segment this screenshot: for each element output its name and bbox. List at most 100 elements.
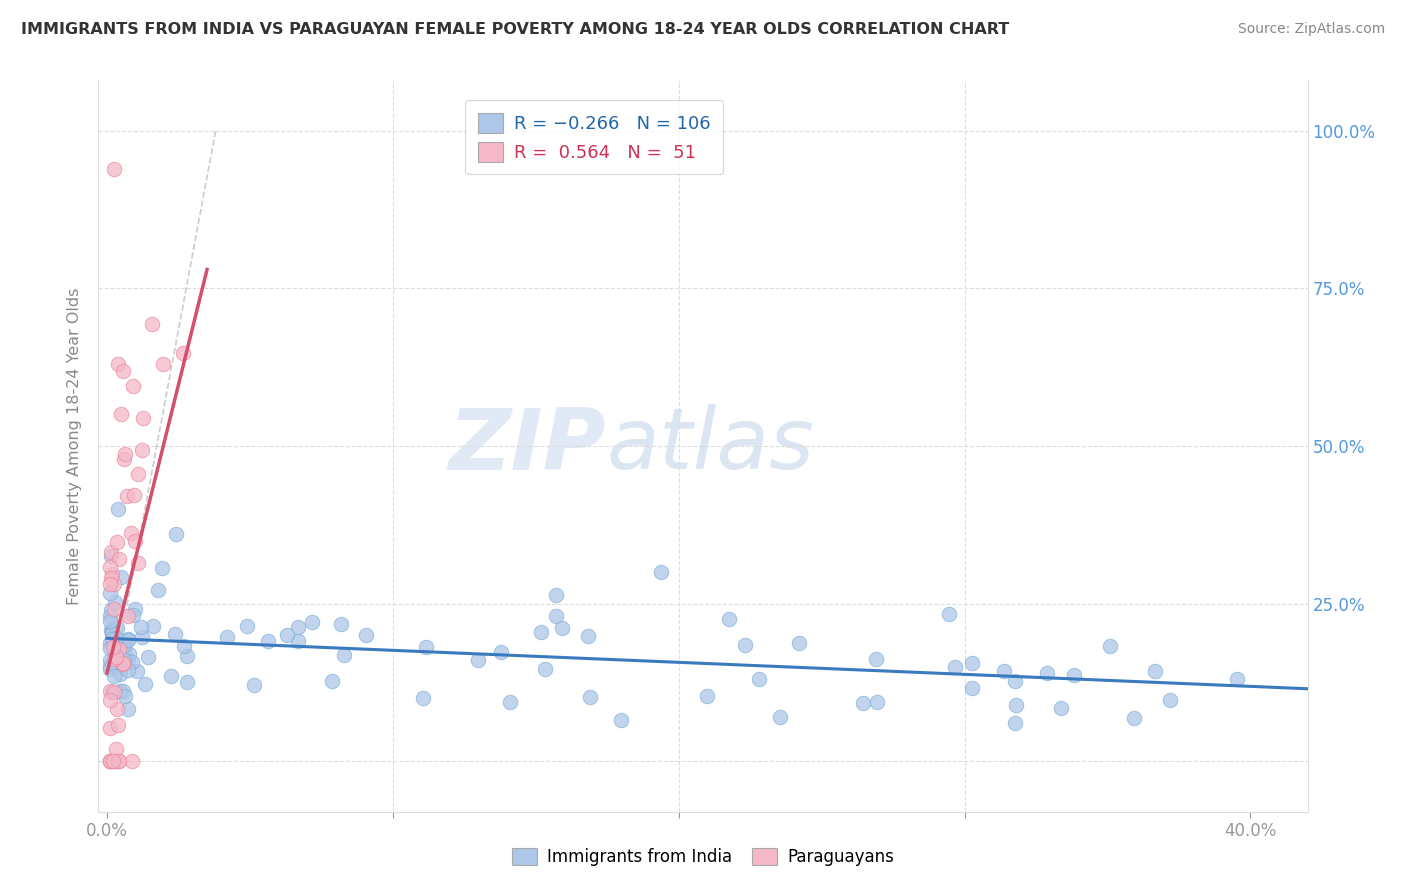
- Point: [960, 656, 983, 670]
- Point: [100, 544, 122, 558]
- Point: [236, 619, 259, 633]
- Point: [131, 630, 153, 644]
- Point: [98, 754, 121, 768]
- Point: [172, 346, 194, 360]
- Point: [98, 653, 121, 667]
- Point: [112, 451, 135, 466]
- Point: [98, 635, 121, 649]
- Point: [117, 653, 139, 667]
- Point: [1005, 698, 1028, 713]
- Point: [696, 690, 718, 704]
- Point: [101, 754, 124, 768]
- Point: [1159, 692, 1181, 706]
- Point: [117, 663, 139, 677]
- Point: [579, 690, 602, 704]
- Point: [121, 655, 143, 669]
- Point: [112, 653, 135, 667]
- Point: [134, 676, 156, 690]
- Point: [100, 625, 122, 640]
- Point: [107, 754, 129, 768]
- Point: [117, 648, 139, 662]
- Point: [100, 571, 122, 585]
- Point: [787, 636, 810, 650]
- Point: [101, 625, 124, 640]
- Point: [127, 556, 149, 570]
- Point: [412, 691, 434, 706]
- Point: [865, 651, 887, 665]
- Point: [104, 634, 127, 648]
- Point: [1049, 701, 1071, 715]
- Point: [107, 357, 129, 371]
- Point: [242, 678, 264, 692]
- Point: [124, 487, 146, 501]
- Point: [176, 649, 198, 664]
- Point: [152, 357, 174, 371]
- Point: [105, 650, 128, 665]
- Point: [748, 673, 770, 687]
- Point: [103, 602, 125, 616]
- Point: [718, 611, 741, 625]
- Point: [993, 665, 1015, 679]
- Point: [142, 618, 165, 632]
- Point: [276, 628, 298, 642]
- Point: [467, 653, 489, 667]
- Point: [105, 534, 128, 549]
- Point: [114, 447, 136, 461]
- Point: [103, 161, 125, 176]
- Point: [1004, 674, 1026, 689]
- Point: [415, 640, 437, 655]
- Point: [115, 490, 138, 504]
- Point: [103, 684, 125, 698]
- Point: [734, 638, 756, 652]
- Point: [100, 624, 122, 639]
- Point: [866, 695, 889, 709]
- Point: [103, 652, 125, 666]
- Point: [101, 567, 124, 582]
- Point: [117, 632, 139, 646]
- Point: [100, 662, 122, 676]
- Point: [103, 754, 125, 768]
- Point: [103, 577, 125, 591]
- Point: [1004, 715, 1026, 730]
- Point: [107, 551, 129, 566]
- Point: [610, 713, 633, 727]
- Point: [124, 534, 146, 549]
- Point: [122, 379, 145, 393]
- Point: [110, 408, 132, 422]
- Point: [104, 640, 127, 655]
- Point: [104, 649, 127, 664]
- Point: [530, 625, 553, 640]
- Point: [129, 619, 152, 633]
- Point: [100, 624, 122, 638]
- Text: Source: ZipAtlas.com: Source: ZipAtlas.com: [1237, 22, 1385, 37]
- Point: [104, 754, 127, 768]
- Point: [499, 695, 522, 709]
- Point: [98, 684, 121, 698]
- Point: [1036, 665, 1059, 680]
- Point: [98, 641, 121, 656]
- Point: [98, 614, 121, 628]
- Point: [287, 634, 309, 648]
- Point: [163, 627, 186, 641]
- Point: [215, 630, 238, 644]
- Point: [111, 364, 134, 378]
- Point: [100, 632, 122, 647]
- Point: [333, 648, 356, 662]
- Point: [1098, 639, 1121, 653]
- Point: [101, 685, 124, 699]
- Point: [578, 629, 600, 643]
- Point: [107, 621, 129, 635]
- Point: [98, 586, 121, 600]
- Point: [150, 561, 173, 575]
- Point: [103, 640, 125, 654]
- Point: [104, 742, 127, 756]
- Point: [127, 467, 149, 482]
- Point: [329, 617, 352, 632]
- Point: [356, 628, 378, 642]
- Point: [111, 657, 134, 671]
- Point: [127, 664, 149, 678]
- Point: [107, 502, 129, 516]
- Point: [117, 633, 139, 648]
- Point: [1123, 711, 1146, 725]
- Point: [257, 633, 280, 648]
